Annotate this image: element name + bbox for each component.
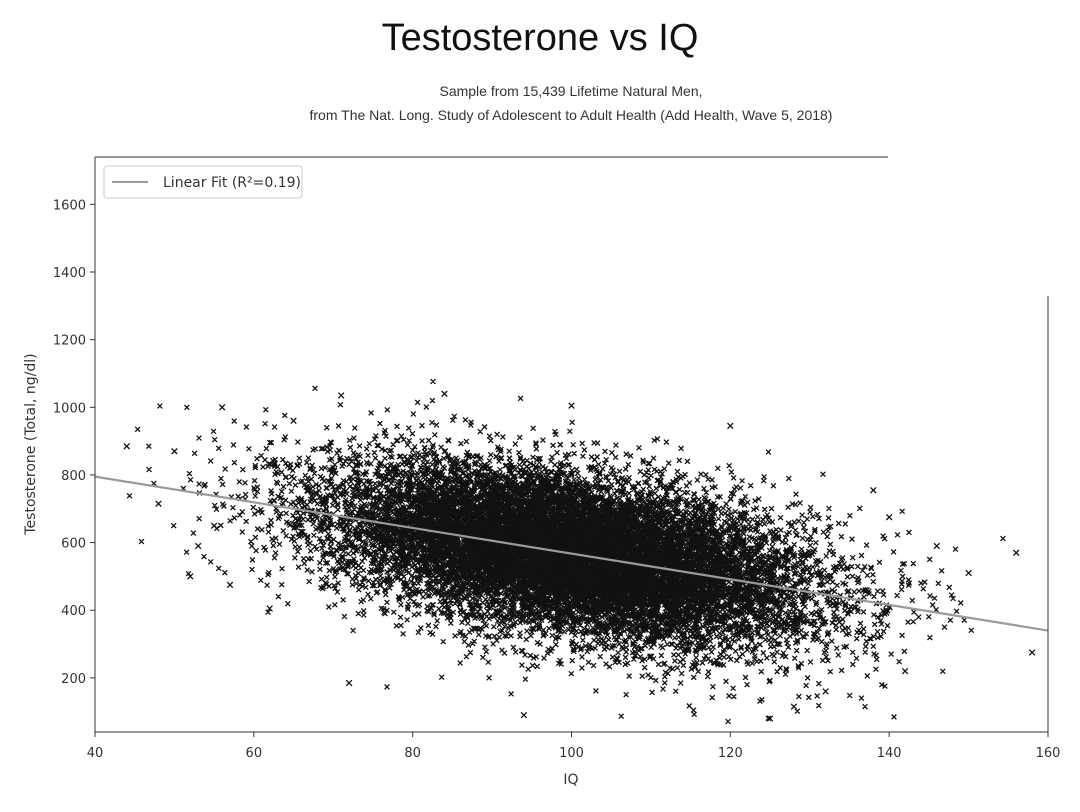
chart-title: Testosterone vs IQ	[382, 17, 699, 59]
outlier-point	[266, 605, 273, 612]
outlier-point	[226, 581, 234, 589]
y-tick-label: 200	[61, 672, 86, 687]
outlier-point	[290, 417, 297, 425]
outlier-point	[171, 448, 178, 455]
outlier-point	[1028, 649, 1036, 656]
legend: Linear Fit (R²=0.19)	[103, 165, 303, 199]
y-axis-ticks: 200 400 600 800 1000 1200 1400 1600	[53, 198, 95, 687]
y-axis-label: Testosterone (Total, ng/dl)	[23, 353, 39, 535]
x-axis-label: IQ	[563, 772, 578, 788]
outlier-point	[568, 402, 575, 409]
scatter-point-group	[207, 410, 873, 661]
y-tick-label: 1000	[53, 401, 86, 416]
outlier-point	[441, 390, 448, 398]
outlier-point	[194, 542, 202, 550]
outlier-point	[901, 667, 909, 675]
outlier-point	[210, 522, 218, 529]
outlier-points	[123, 390, 1036, 722]
chart-subtitle-line-2: from The Nat. Long. Study of Adolescent …	[310, 107, 833, 123]
outlier-point	[123, 442, 131, 450]
outlier-point	[1012, 549, 1020, 556]
outlier-point	[885, 513, 893, 521]
outlier-point	[822, 688, 829, 695]
y-tick-label: 800	[61, 469, 86, 484]
x-tick-label: 100	[559, 746, 584, 761]
outlier-point	[870, 486, 877, 494]
linear-fit-line	[94, 475, 1049, 632]
legend-box	[103, 165, 303, 199]
y-tick-label: 400	[61, 604, 86, 619]
legend-entry: Linear Fit (R²=0.19)	[163, 175, 301, 191]
x-tick-label: 160	[1036, 746, 1061, 761]
outlier-point	[155, 500, 162, 507]
outlier-point	[187, 573, 194, 580]
scatter-point-group	[146, 399, 917, 718]
outlier-point	[345, 679, 353, 687]
outlier-point	[218, 404, 226, 411]
x-tick-label: 40	[87, 746, 104, 761]
outlier-point	[965, 569, 972, 577]
outlier-point	[520, 711, 528, 719]
outlier-point	[766, 715, 774, 722]
data-points	[126, 378, 1006, 725]
outlier-point	[790, 703, 798, 710]
x-tick-label: 120	[718, 746, 743, 761]
outlier-point	[933, 542, 941, 550]
x-tick-label: 60	[246, 746, 263, 761]
chart-subtitle-line-1: Sample from 15,439 Lifetime Natural Men,	[439, 83, 702, 99]
y-tick-label: 1600	[53, 198, 86, 213]
x-tick-label: 80	[404, 746, 421, 761]
outlier-point	[337, 392, 345, 399]
y-tick-label: 1400	[53, 266, 86, 281]
x-tick-label: 140	[877, 746, 902, 761]
x-axis-ticks: 40 60 80 100 120 140 160	[87, 732, 1061, 761]
y-tick-label: 600	[61, 537, 86, 552]
y-tick-label: 1200	[53, 334, 86, 349]
outlier-point	[727, 422, 734, 430]
